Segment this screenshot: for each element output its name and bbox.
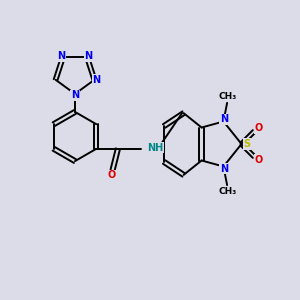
Text: NH: NH — [147, 142, 163, 153]
Text: N: N — [220, 164, 228, 174]
Text: O: O — [254, 154, 262, 165]
Text: O: O — [254, 123, 262, 134]
Text: O: O — [107, 170, 116, 181]
Text: N: N — [57, 51, 66, 62]
Text: CH₃: CH₃ — [219, 92, 237, 101]
Text: N: N — [84, 51, 93, 62]
Text: N: N — [71, 90, 79, 100]
Text: S: S — [243, 139, 250, 149]
Text: CH₃: CH₃ — [219, 187, 237, 196]
Text: N: N — [220, 114, 228, 124]
Text: N: N — [92, 75, 101, 85]
